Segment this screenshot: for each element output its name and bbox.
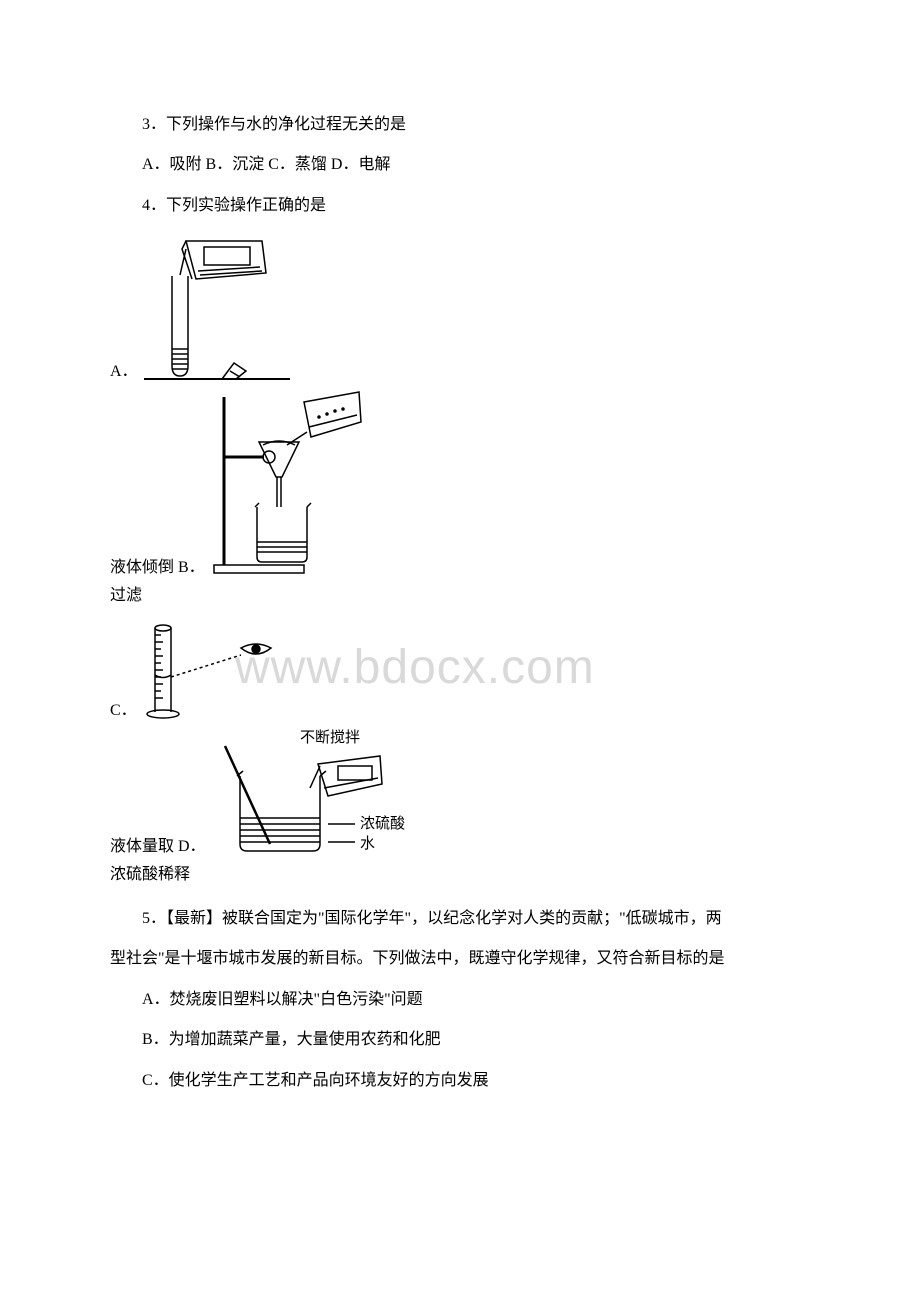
q5-optC: C．使化学生产工艺和产品向环境友好的方向发展 — [110, 1066, 820, 1096]
q4-labelA: 液体倾倒 B． — [110, 553, 205, 577]
q4-figB-filter-icon — [209, 387, 369, 577]
q4-optC-block: C． — [110, 620, 820, 720]
q4-optD-block: 液体量取 D． — [110, 726, 820, 890]
q4-labelC: 液体量取 D． — [110, 832, 206, 856]
q4-optA-prefix: A． — [110, 357, 138, 381]
q4-optA-block: A． — [110, 231, 820, 381]
q4-figD-acid-label: 浓硫酸 — [360, 815, 405, 832]
q4-figA-pouring-icon — [142, 231, 292, 381]
q4-optC-prefix: C． — [110, 696, 137, 720]
q5-optB: B．为增加蔬菜产量，大量使用农药和化肥 — [110, 1025, 820, 1055]
q4-figD-water-label: 水 — [360, 835, 375, 852]
q5-stem1: 5．【最新】被联合国定为"国际化学年"，以纪念化学对人类的贡献；"低碳城市，两 — [110, 904, 820, 934]
q4-stem: 4．下列实验操作正确的是 — [110, 191, 820, 221]
q4-labelB: 过滤 — [110, 581, 820, 611]
q5-stem2: 型社会"是十堰市城市发展的新目标。下列做法中，既遵守化学规律，又符合新目标的是 — [110, 944, 820, 974]
q3-options: A．吸附 B．沉淀 C．蒸馏 D．电解 — [110, 150, 820, 180]
q4-labelD: 浓硫酸稀释 — [110, 860, 820, 890]
q4-optB-block: 液体倾倒 B． — [110, 387, 820, 611]
document-body: 3．下列操作与水的净化过程无关的是 A．吸附 B．沉淀 C．蒸馏 D．电解 4．… — [110, 110, 820, 1096]
q4-figD-stir-label: 不断搅拌 — [300, 729, 360, 746]
q5-optA: A．焚烧废旧塑料以解决"白色污染"问题 — [110, 985, 820, 1015]
q3-stem: 3．下列操作与水的净化过程无关的是 — [110, 110, 820, 140]
q4-figC-cylinder-icon — [141, 620, 291, 720]
q4-figD-dilute-icon: 不断搅拌 浓硫酸 水 — [210, 726, 420, 856]
